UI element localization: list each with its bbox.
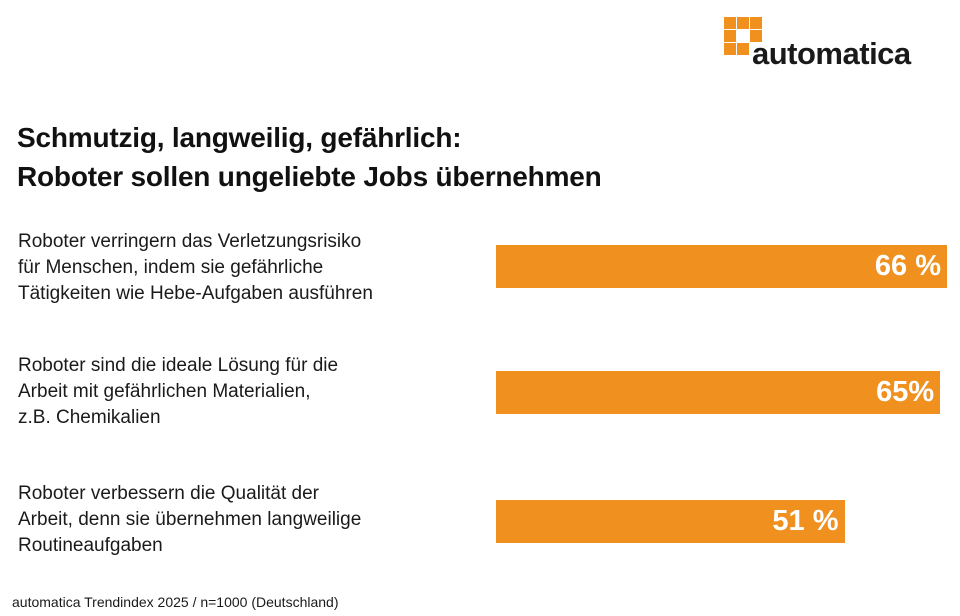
category-label-line: Routineaufgaben: [18, 535, 163, 556]
category-label-line: Arbeit mit gefährlichen Materialien,: [18, 381, 311, 402]
logo-square: [724, 43, 736, 55]
category-label-line: für Menschen, indem sie gefährliche: [18, 257, 324, 278]
bar: 51 %: [496, 500, 845, 543]
title-line-2: Roboter sollen ungeliebte Jobs übernehme…: [17, 161, 602, 192]
category-label-line: Roboter sind die ideale Lösung für die: [18, 355, 339, 376]
bar: 66 %: [496, 245, 947, 288]
logo-square: [724, 30, 736, 42]
logo-square: [750, 30, 762, 42]
title-line-1: Schmutzig, langweilig, gefährlich:: [17, 122, 462, 153]
category-label-line: Arbeit, denn sie übernehmen langweilige: [18, 509, 362, 530]
category-label: Roboter verringern das Verletzungsrisiko…: [18, 229, 373, 307]
value-label: 65%: [876, 376, 935, 408]
logo-text: automatica: [752, 36, 911, 71]
logo-square: [737, 17, 749, 29]
category-label: Roboter sind die ideale Lösung für die Ar…: [18, 353, 338, 431]
category-label-line: z.B. Chemikalien: [18, 407, 161, 428]
category-label: Roboter verbessern die Qualität der Arbei…: [18, 481, 361, 559]
source-note: automatica Trendindex 2025 / n=1000 (Deu…: [12, 594, 339, 610]
value-label: 51 %: [772, 505, 839, 537]
category-label-line: Tätigkeiten wie Hebe-Aufgaben ausführen: [18, 283, 373, 304]
automatica-logo: automatica: [724, 17, 949, 72]
logo-square: [737, 43, 749, 55]
page-title: Schmutzig, langweilig, gefährlich: Robot…: [17, 118, 602, 196]
category-label-line: Roboter verringern das Verletzungsrisiko: [18, 231, 362, 252]
bar: 65%: [496, 371, 941, 414]
category-label-line: Roboter verbessern die Qualität der: [18, 483, 319, 504]
logo-square: [750, 17, 762, 29]
value-label: 66 %: [874, 250, 941, 282]
logo-square: [724, 17, 736, 29]
